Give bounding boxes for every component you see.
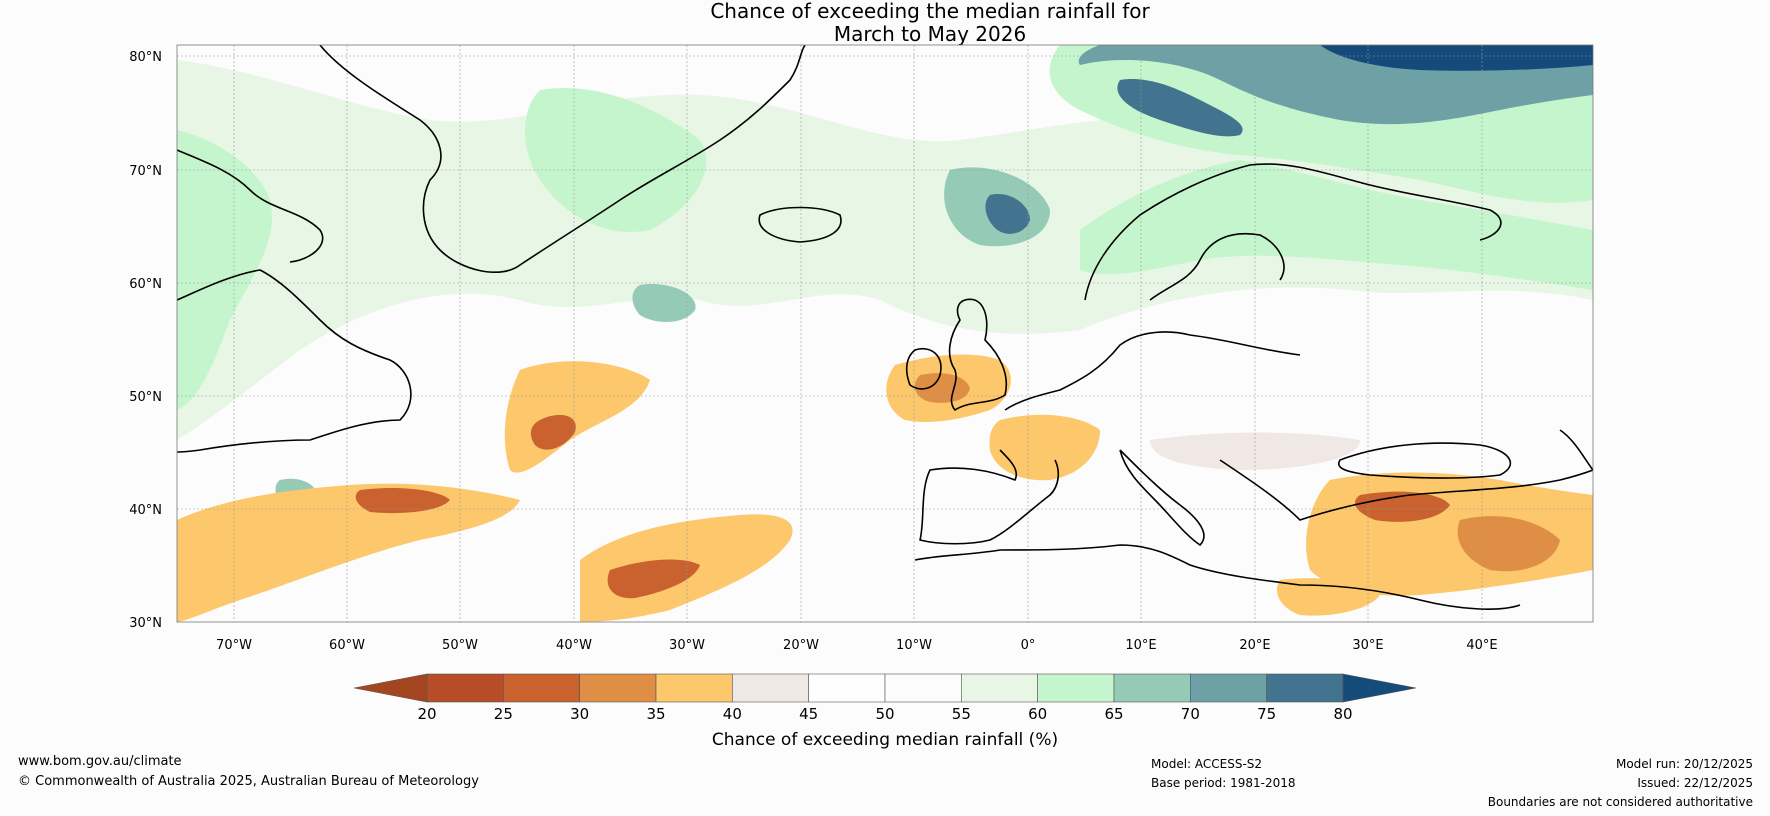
map-frame bbox=[176, 44, 1594, 623]
coastline-uk bbox=[948, 298, 1008, 411]
colorbar-segment bbox=[655, 673, 733, 703]
colorbar-segment bbox=[808, 673, 886, 703]
title-line-2: March to May 2026 bbox=[833, 22, 1027, 46]
coastline-baffin bbox=[177, 149, 324, 263]
footer-disclaimer: Boundaries are not considered authoritat… bbox=[1487, 795, 1753, 809]
footer-model: Model: ACCESS-S2 bbox=[1151, 757, 1263, 771]
colorbar-segment bbox=[884, 673, 962, 703]
coastlines bbox=[177, 45, 1593, 610]
graticule bbox=[177, 45, 1593, 622]
lon-label: 0° bbox=[1021, 638, 1036, 653]
wet-region-iceland bbox=[632, 284, 696, 322]
colorbar-segment bbox=[961, 673, 1038, 703]
colorbar-segment bbox=[1037, 673, 1115, 703]
dry-region-middle-east bbox=[1457, 516, 1560, 572]
colorbar: 20 25 30 35 40 45 50 55 60 65 70 75 80 bbox=[353, 673, 1417, 723]
wet-region-norway bbox=[1080, 160, 1593, 290]
coastline-scandinavia bbox=[1084, 163, 1502, 301]
footer-base-period: Base period: 1981-2018 bbox=[1151, 776, 1296, 790]
colorbar-extend-high bbox=[1342, 673, 1417, 703]
lon-label: 30°W bbox=[669, 638, 705, 653]
footer-issued: Issued: 22/12/2025 bbox=[1637, 776, 1753, 790]
coastline-black-sea bbox=[1338, 442, 1512, 479]
colorbar-tick-label: 35 bbox=[646, 705, 665, 723]
coastline-greenland bbox=[319, 45, 806, 273]
colorbar-tick-label: 70 bbox=[1181, 705, 1200, 723]
colorbar-tick-label: 50 bbox=[875, 705, 894, 723]
dry-region-canary-core bbox=[607, 559, 700, 599]
colorbar-tick-label: 25 bbox=[494, 705, 513, 723]
footer-model-run: Model run: 20/12/2025 bbox=[1615, 757, 1753, 771]
dry-region-west-atlantic bbox=[177, 483, 520, 622]
colorbar-tick-label: 80 bbox=[1333, 705, 1352, 723]
lat-label: 40°N bbox=[129, 503, 162, 518]
latitude-labels: 80°N 70°N 60°N 50°N 40°N 30°N bbox=[129, 50, 162, 631]
colorbar-tick-label: 60 bbox=[1028, 705, 1047, 723]
colorbar-extend-low bbox=[353, 673, 428, 703]
wet-region-labrador bbox=[177, 130, 272, 410]
colorbar-label: Chance of exceeding median rainfall (%) bbox=[712, 730, 1058, 750]
lon-label: 30°E bbox=[1352, 638, 1383, 653]
lat-label: 50°N bbox=[129, 390, 162, 405]
dry-region-france bbox=[989, 414, 1100, 481]
coastline-balkans-turkey bbox=[1219, 459, 1593, 521]
mild-dry-region-europe bbox=[1150, 432, 1360, 470]
lon-label: 10°W bbox=[896, 638, 932, 653]
colorbar-tick-label: 75 bbox=[1257, 705, 1276, 723]
lat-label: 70°N bbox=[129, 164, 162, 179]
lat-label: 60°N bbox=[129, 277, 162, 292]
coastline-sweden-baltic bbox=[1149, 233, 1285, 301]
rainfall-shading bbox=[177, 45, 1593, 622]
coastline-europe bbox=[1004, 331, 1301, 411]
coastline-italy bbox=[1119, 449, 1205, 546]
coastline-iceland bbox=[758, 206, 842, 243]
colorbar-segment bbox=[503, 673, 580, 703]
title-line-1: Chance of exceeding the median rainfall … bbox=[710, 0, 1150, 23]
colorbar-tick-label: 55 bbox=[952, 705, 971, 723]
lon-label: 40°E bbox=[1466, 638, 1497, 653]
lon-label: 50°W bbox=[442, 638, 478, 653]
coastline-caspian-east bbox=[1559, 429, 1593, 471]
dry-region-mid-atlantic-core bbox=[530, 414, 576, 450]
wet-region-svalbard bbox=[1320, 45, 1593, 71]
colorbar-tick-label: 20 bbox=[417, 705, 436, 723]
colorbar-segment bbox=[1266, 673, 1344, 703]
colorbar-segment bbox=[579, 673, 657, 703]
map-plot-area bbox=[176, 44, 1594, 623]
longitude-labels: 70°W 60°W 50°W 40°W 30°W 20°W 10°W 0° 10… bbox=[216, 638, 1498, 653]
wet-region-norwegian-sea bbox=[985, 194, 1030, 234]
coastline-ireland bbox=[905, 348, 942, 390]
map-title: Chance of exceeding the median rainfall … bbox=[0, 0, 1770, 46]
colorbar-tick-label: 30 bbox=[570, 705, 589, 723]
colorbar-segment bbox=[732, 673, 809, 703]
lat-label: 80°N bbox=[129, 50, 162, 65]
coastline-labrador bbox=[177, 269, 412, 453]
footer-copyright: © Commonwealth of Australia 2025, Austra… bbox=[18, 774, 479, 789]
lon-label: 10°E bbox=[1125, 638, 1156, 653]
colorbar-segment bbox=[426, 673, 504, 703]
lon-label: 40°W bbox=[556, 638, 592, 653]
colorbar-segment bbox=[1113, 673, 1191, 703]
dry-region-west-atlantic-core bbox=[355, 488, 450, 514]
lat-label: 30°N bbox=[129, 616, 162, 631]
colorbar-tick-label: 45 bbox=[799, 705, 818, 723]
lon-label: 20°E bbox=[1239, 638, 1270, 653]
lon-label: 70°W bbox=[216, 638, 252, 653]
colorbar-tick-label: 40 bbox=[723, 705, 742, 723]
wet-region-barents-sea bbox=[1117, 79, 1243, 137]
colorbar-segment bbox=[1190, 673, 1267, 703]
coastline-iberia bbox=[919, 449, 1060, 545]
coastline-north-africa bbox=[914, 544, 1521, 610]
colorbar-tick-label: 65 bbox=[1104, 705, 1123, 723]
lon-label: 60°W bbox=[329, 638, 365, 653]
footer-website: www.bom.gov.au/climate bbox=[18, 754, 182, 769]
lon-label: 20°W bbox=[783, 638, 819, 653]
wet-region-mid-atlantic bbox=[525, 88, 707, 232]
